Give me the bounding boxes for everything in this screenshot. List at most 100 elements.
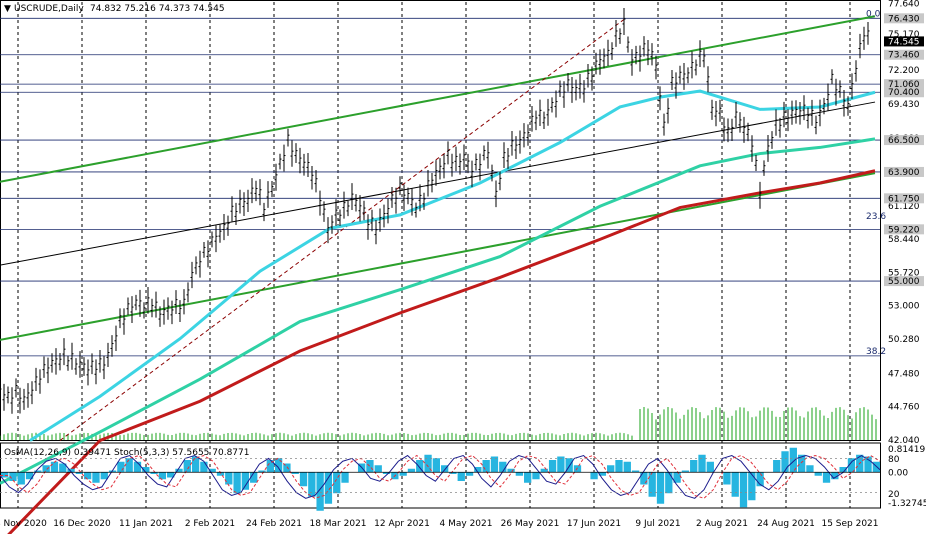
- time-tick-label: 24 Nov 2020: [0, 519, 47, 529]
- oscillator-bar: [308, 472, 316, 497]
- oscillator-bar: [142, 467, 150, 473]
- oscillator-bar: [731, 472, 739, 497]
- level-label-box: [884, 79, 924, 90]
- oscillator-bar: [690, 460, 698, 473]
- oscillator-bar: [839, 467, 847, 473]
- oscillator-bar: [499, 461, 507, 473]
- chart-header: ▼ USCRUDE,Daily 74.832 75.216 74.373 74.…: [4, 4, 225, 14]
- oscillator-bar: [25, 472, 34, 480]
- price-tick-label: 47.480: [888, 369, 920, 379]
- moving-averages: [0, 89, 876, 534]
- oscillator-bar: [75, 472, 84, 474]
- price-tick-label: 44.760: [888, 403, 920, 413]
- level-label-box: [884, 36, 924, 47]
- oscillator-bar: [125, 458, 133, 473]
- price-tick-label: 77.640: [888, 0, 920, 9]
- oscillator-bar: [598, 472, 607, 476]
- oscillator-bar: [42, 465, 50, 473]
- oscillator-bar: [250, 472, 258, 483]
- oscillator-bar: [490, 456, 499, 473]
- price-tick-label: 61.120: [888, 202, 920, 212]
- oscillator-pane: [0, 447, 881, 511]
- oscillator-bar: [416, 460, 424, 473]
- oscillator-bar: [225, 472, 233, 485]
- oscillator-bar: [781, 451, 789, 473]
- trend-line: [0, 15, 876, 183]
- oscillator-bar: [565, 458, 573, 473]
- stochastic-line: [0, 454, 881, 499]
- oscillator-label: OsMA(12,26,9) 0.39471 Stoch(5,3,3) 57.56…: [4, 448, 250, 458]
- collapse-arrow-icon[interactable]: ▼: [4, 4, 11, 14]
- oscillator-bar: [407, 468, 416, 473]
- oscillator-bar: [366, 460, 374, 473]
- oscillator-bar: [789, 447, 797, 473]
- level-label-text: 66.500: [888, 136, 920, 146]
- oscillator-bar: [382, 472, 391, 474]
- oscillator-bar: [706, 461, 714, 473]
- oscillator-bar: [17, 472, 25, 485]
- fib-level-label: 23.6: [866, 212, 886, 222]
- level-label-text: 55.000: [888, 277, 920, 287]
- level-label-box: [884, 276, 924, 287]
- trend-line: [0, 172, 876, 341]
- oscillator-bar: [557, 456, 565, 473]
- time-tick-label: 26 May 2021: [501, 519, 560, 529]
- oscillator-bar: [822, 472, 831, 483]
- oscillator-bar: [399, 472, 407, 476]
- oscillator-bar: [208, 468, 216, 473]
- oscillator-bar: [482, 460, 490, 473]
- oscillator-bar: [673, 472, 681, 483]
- oscillator-bar: [233, 472, 241, 494]
- level-label-box: [884, 87, 924, 98]
- time-tick-label: 4 May 2021: [440, 519, 493, 529]
- moving-average-line: [7, 169, 876, 534]
- price-tick-label: 42.040: [888, 436, 920, 446]
- oscillator-bar: [333, 472, 341, 494]
- oscillator-bar: [432, 458, 440, 473]
- oscillator-bar: [241, 472, 250, 490]
- level-label-text: 71.060: [888, 80, 920, 90]
- oscillator-bar: [847, 458, 856, 473]
- oscillator-bar: [34, 470, 42, 473]
- oscillator-bar: [441, 465, 449, 473]
- oscillator-bar: [274, 458, 283, 473]
- oscillator-bar: [1, 472, 9, 478]
- oscillator-bar: [590, 472, 598, 480]
- time-tick-label: 12 Apr 2021: [374, 519, 430, 529]
- oscillator-bar: [167, 472, 175, 478]
- fib-level-label: 38.2: [866, 347, 886, 357]
- stochastic-tick-label: 80: [888, 455, 900, 465]
- time-tick-label: 2 Feb 2021: [185, 519, 235, 529]
- level-label-box: [884, 193, 924, 204]
- oscillator-bar: [216, 472, 225, 476]
- oscillator-bar: [540, 468, 548, 473]
- moving-average-line: [0, 137, 876, 485]
- oscillator-bar: [50, 461, 59, 473]
- oscillator-bar: [374, 465, 382, 473]
- oscillator-bar: [665, 472, 673, 494]
- price-tick-label: 55.720: [888, 268, 920, 278]
- level-label-text: 63.900: [888, 168, 920, 178]
- oscillator-bar: [814, 472, 822, 476]
- oscillator-bar: [607, 465, 615, 473]
- oscillator-bar: [100, 472, 108, 480]
- oscillator-bar: [656, 472, 665, 504]
- price-tick-label: 50.280: [888, 335, 920, 345]
- oscillator-bar: [283, 463, 291, 473]
- oscillator-bar: [117, 461, 125, 473]
- oscillator-bar: [474, 467, 482, 473]
- oscillator-bar: [299, 472, 308, 487]
- volume-bars: [0, 407, 877, 440]
- time-tick-label: 9 Jul 2021: [635, 519, 680, 529]
- oscillator-bar: [92, 472, 100, 483]
- oscillator-bar: [515, 472, 524, 476]
- level-label-box: [884, 13, 924, 24]
- time-axis: 24 Nov 2020 16 Dec 2020 11 Jan 2021 2 Feb 2…: [0, 519, 879, 529]
- moving-average-line: [29, 89, 876, 442]
- oscillator-bar: [573, 465, 582, 473]
- time-tick-label: 2 Aug 2021: [696, 519, 748, 529]
- oscillator-bar: [84, 472, 92, 480]
- oscillator-bar: [341, 472, 349, 483]
- plot-frame: [0, 0, 881, 441]
